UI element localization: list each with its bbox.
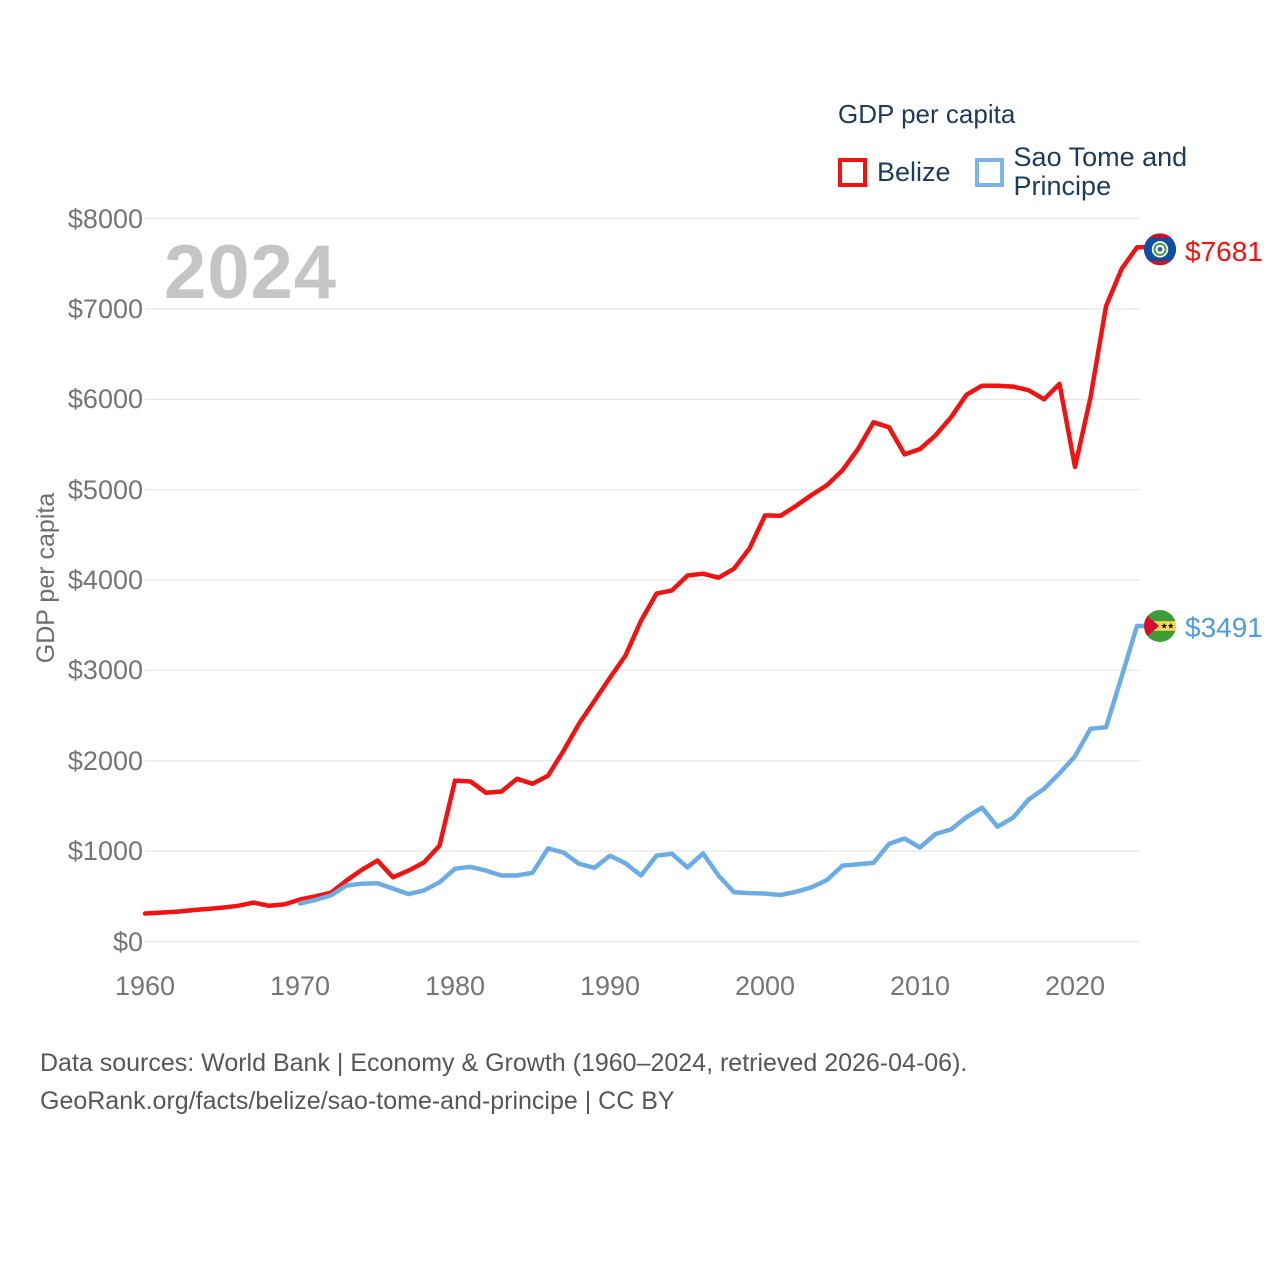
- x-tick-2020: 2020: [1044, 971, 1106, 1001]
- sao-tome-end-value-label: $3491: [1185, 612, 1263, 643]
- sao-tome-line: [297, 623, 1155, 906]
- x-tick-2000: 2000: [734, 971, 796, 1001]
- footer: Data sources: World Bank | Economy & Gro…: [40, 1044, 967, 1120]
- legend-label: Sao Tome and Principe: [1013, 142, 1188, 201]
- belize-line: [142, 245, 1155, 916]
- x-tick-1970: 1970: [269, 971, 331, 1001]
- footer-attribution: GeoRank.org/facts/belize/sao-tome-and-pr…: [40, 1087, 675, 1115]
- x-tick-1990: 1990: [579, 971, 641, 1001]
- legend-item-sao-tome-and-principe[interactable]: Sao Tome and Principe: [974, 142, 1280, 201]
- y-tick-8000: $8000: [67, 204, 143, 234]
- legend: GDP per capita Belize Sao Tome and Princi…: [838, 99, 1280, 201]
- legend-items: Belize Sao Tome and Principe: [838, 143, 1280, 201]
- y-tick-5000: $5000: [67, 475, 143, 505]
- x-tick-2010: 2010: [889, 971, 951, 1001]
- legend-title: GDP per capita: [838, 99, 1016, 129]
- legend-swatch: [838, 157, 867, 187]
- y-tick-1000: $1000: [67, 836, 143, 866]
- gridlines: [145, 217, 1140, 943]
- y-tick-7000: $7000: [67, 294, 143, 324]
- belize-end-value-label: $7681: [1185, 236, 1263, 267]
- y-tick-4000: $4000: [67, 565, 143, 595]
- x-tick-1980: 1980: [424, 971, 486, 1001]
- sao-tome-flag-icon: [1144, 610, 1176, 643]
- y-tick-2000: $2000: [67, 746, 143, 776]
- x-tick-1960: 1960: [114, 971, 176, 1001]
- legend-swatch: [974, 157, 1004, 187]
- legend-label: Belize: [877, 156, 951, 187]
- footer-data-sources: Data sources: World Bank | Economy & Gro…: [40, 1049, 968, 1077]
- belize-flag-icon: [1144, 233, 1176, 266]
- legend-item-belize[interactable]: Belize: [838, 143, 951, 201]
- y-tick-0: $0: [112, 927, 143, 957]
- y-tick-6000: $6000: [67, 384, 143, 414]
- watermark-year: 2024: [164, 230, 338, 315]
- y-tick-3000: $3000: [67, 655, 143, 685]
